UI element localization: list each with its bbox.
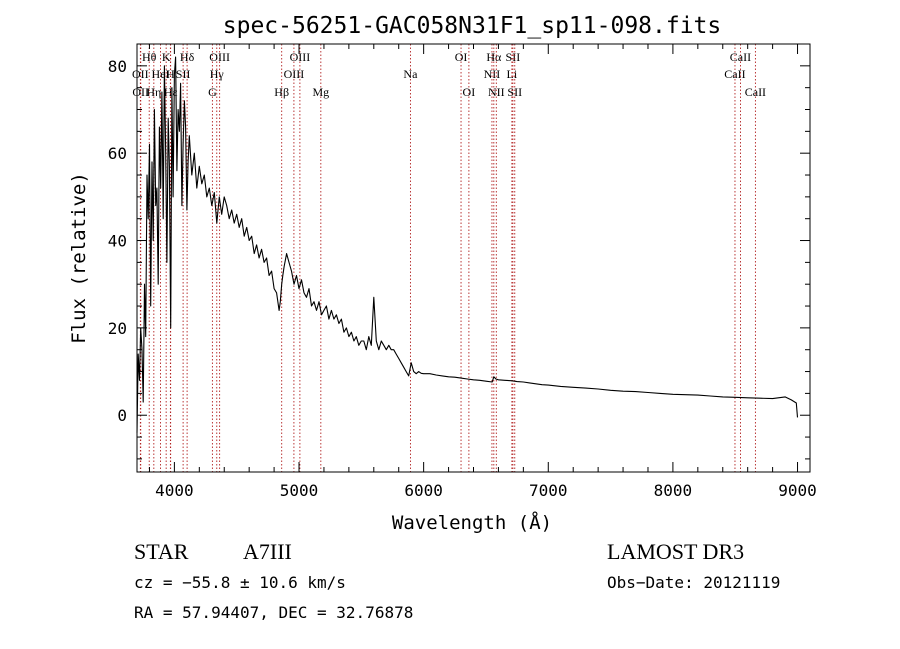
marker-label: OIII [290, 50, 311, 64]
object-class: STAR [134, 539, 189, 564]
marker-label: K [162, 50, 171, 64]
redshift-cz: cz = −55.8 ± 10.6 km/s [134, 573, 346, 592]
marker-label: Hγ [210, 67, 225, 81]
x-tick-label: 4000 [155, 481, 194, 500]
marker-label: CaII [724, 67, 745, 81]
y-tick-label: 80 [108, 57, 127, 76]
y-tick-label: 0 [117, 406, 127, 425]
y-tick-label: 40 [108, 232, 127, 251]
marker-label: OI [463, 85, 476, 99]
marker-label: OII [132, 67, 149, 81]
x-axis-label: Wavelength (Å) [392, 511, 552, 534]
x-tick-label: 5000 [280, 481, 319, 500]
object-subclass: A7III [243, 539, 292, 564]
x-tick-label: 6000 [404, 481, 443, 500]
axis-ticks: 4000 5000 6000 7000 8000 9000 0 20 40 60 80 [108, 43, 817, 500]
ra-dec-coordinates: RA = 57.94407, DEC = 32.76878 [134, 603, 414, 622]
marker-label: OIII [284, 67, 305, 81]
marker-label: G [208, 85, 217, 99]
marker-label: Hδ [180, 50, 195, 64]
observation-date: Obs−Date: 20121119 [607, 573, 781, 592]
marker-label: Na [403, 67, 418, 81]
marker-label: NII [488, 85, 505, 99]
survey-name: LAMOST DR3 [607, 539, 745, 564]
marker-label: Hβ [274, 85, 289, 99]
marker-label: Hη [146, 85, 161, 99]
marker-label: Li [507, 67, 518, 81]
chart-title: spec-56251-GAC058N31F1_sp11-098.fits [223, 13, 722, 39]
marker-label: OI [455, 50, 468, 64]
y-tick-label: 60 [108, 144, 127, 163]
x-tick-label: 8000 [654, 481, 693, 500]
y-axis-label: Flux (relative) [68, 172, 90, 344]
marker-label: NII [484, 67, 501, 81]
marker-label: H [166, 67, 175, 81]
plot-frame [136, 43, 811, 473]
marker-label: CaII [730, 50, 751, 64]
x-tick-label: 9000 [778, 481, 817, 500]
y-tick-label: 20 [108, 319, 127, 338]
marker-label: Hθ [142, 50, 157, 64]
marker-label: SII [176, 67, 191, 81]
marker-label: SII [506, 50, 521, 64]
marker-label: OIII [209, 50, 230, 64]
marker-label: SII [507, 85, 522, 99]
x-tick-label: 7000 [529, 481, 568, 500]
spectrum-layer [136, 56, 799, 433]
series-line-spectrum [136, 56, 799, 433]
marker-label: CaII [745, 85, 766, 99]
marker-label: Hα [486, 50, 502, 64]
marker-label: Mg [312, 85, 329, 99]
